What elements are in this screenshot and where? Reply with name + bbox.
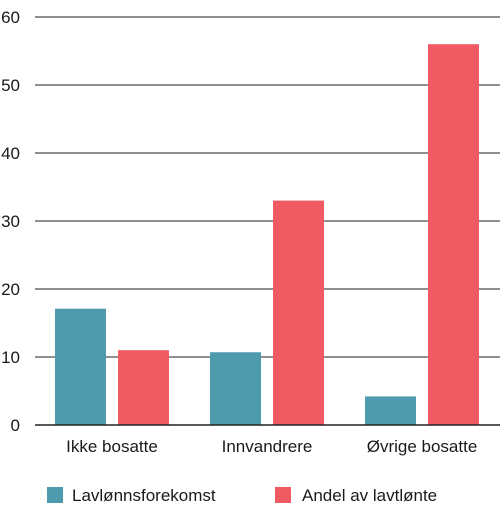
- x-axis-category-labels: Ikke bosatte Innvandrere Øvrige bosatte: [66, 437, 477, 456]
- y-tick-label: 60: [1, 8, 20, 27]
- bar-lavlonnsforekomst: [210, 352, 261, 425]
- bar-andel-av-lavtlonte: [428, 44, 479, 425]
- legend-label: Lavlønnsforekomst: [72, 486, 216, 505]
- bar-lavlonnsforekomst: [365, 396, 416, 425]
- x-category-label: Innvandrere: [222, 437, 313, 456]
- y-tick-label: 20: [1, 280, 20, 299]
- bar-lavlonnsforekomst: [55, 308, 106, 425]
- gridlines: [35, 16, 500, 358]
- y-tick-label: 30: [1, 212, 20, 231]
- y-tick-label: 40: [1, 144, 20, 163]
- bars: [55, 44, 479, 425]
- legend: Lavlønnsforekomst Andel av lavtlønte: [47, 486, 437, 505]
- y-tick-label: 50: [1, 76, 20, 95]
- legend-label: Andel av lavtlønte: [302, 486, 437, 505]
- y-tick-label: 10: [1, 348, 20, 367]
- y-tick-label: 0: [11, 416, 20, 435]
- bar-andel-av-lavtlonte: [118, 350, 169, 425]
- x-category-label: Ikke bosatte: [66, 437, 158, 456]
- legend-swatch: [275, 487, 291, 503]
- y-axis-tick-labels: 0 10 20 30 40 50 60: [1, 8, 20, 435]
- legend-swatch: [47, 487, 63, 503]
- x-category-label: Øvrige bosatte: [367, 437, 478, 456]
- bar-andel-av-lavtlonte: [273, 200, 324, 425]
